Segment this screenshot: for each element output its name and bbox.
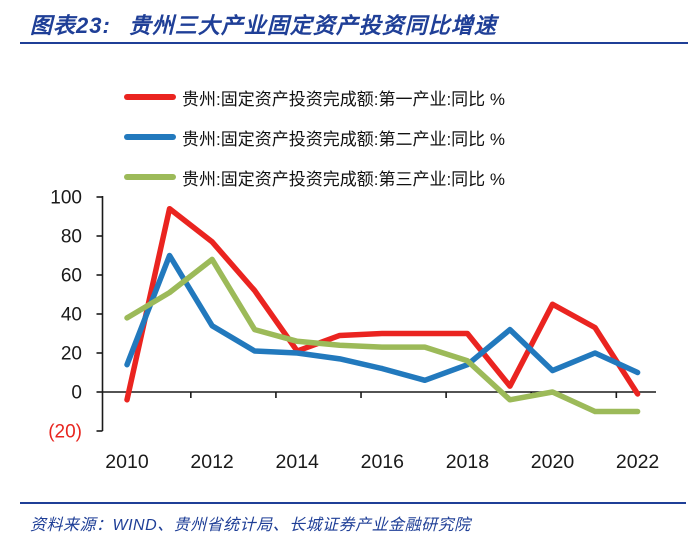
legend-item: 贵州:固定资产投资完成额:第三产业:同比 % <box>124 165 505 189</box>
svg-text:(20): (20) <box>48 422 82 443</box>
legend-label: 贵州:固定资产投资完成额:第二产业:同比 % <box>182 129 506 149</box>
svg-text:2012: 2012 <box>190 451 233 473</box>
title-divider-line <box>20 42 688 44</box>
source-note: 资料来源：WIND、贵州省统计局、长城证券产业金融研究院 <box>30 517 471 534</box>
svg-text:2010: 2010 <box>105 451 149 473</box>
legend-line-marker <box>124 134 176 140</box>
chart-number-label: 图表23: <box>30 13 111 38</box>
svg-text:2014: 2014 <box>276 451 320 473</box>
chart-title-text: 贵州三大产业固定资产投资同比增速 <box>128 13 497 38</box>
svg-text:0: 0 <box>71 383 82 404</box>
legend-label: 贵州:固定资产投资完成额:第三产业:同比 % <box>182 169 506 189</box>
svg-text:2016: 2016 <box>361 451 404 473</box>
svg-text:20: 20 <box>61 344 82 365</box>
legend-label: 贵州:固定资产投资完成额:第一产业:同比 % <box>182 89 506 109</box>
legend-line-marker <box>124 174 176 180</box>
legend-item: 贵州:固定资产投资完成额:第一产业:同比 % <box>124 85 505 109</box>
svg-text:80: 80 <box>61 227 82 248</box>
svg-text:2018: 2018 <box>446 451 489 473</box>
chart-legend: 贵州:固定资产投资完成额:第一产业:同比 % 贵州:固定资产投资完成额:第二产业… <box>124 85 505 205</box>
footer-divider-line <box>20 502 686 504</box>
svg-text:40: 40 <box>61 305 82 326</box>
svg-text:2020: 2020 <box>531 451 575 473</box>
legend-line-marker <box>124 94 176 100</box>
svg-text:60: 60 <box>61 266 82 287</box>
svg-text:100: 100 <box>50 188 82 209</box>
svg-text:2022: 2022 <box>616 451 659 473</box>
chart-title: 图表23: 贵州三大产业固定资产投资同比增速 <box>30 8 497 40</box>
legend-item: 贵州:固定资产投资完成额:第二产业:同比 % <box>124 125 505 149</box>
